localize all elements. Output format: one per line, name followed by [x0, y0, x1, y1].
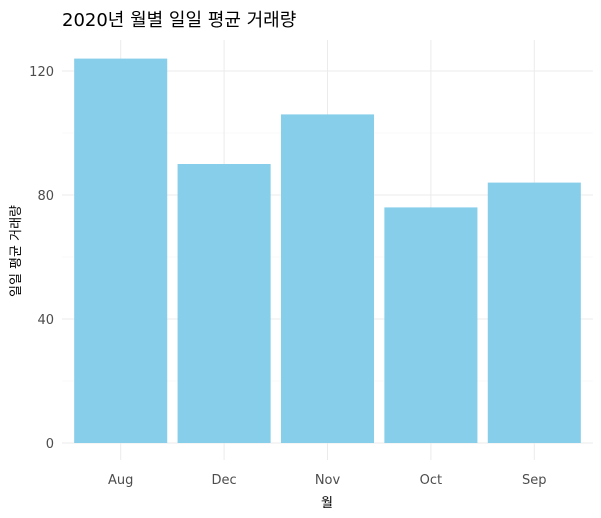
bar-sep	[487, 182, 581, 443]
bar-oct	[384, 207, 478, 443]
bar-nov	[280, 114, 375, 444]
x-tick-label: Aug	[108, 473, 133, 488]
x-tick-label: Oct	[420, 473, 442, 488]
y-tick-label: 80	[37, 189, 54, 204]
x-axis-ticks: Aug Dec Nov Oct Sep	[108, 473, 547, 488]
y-axis-ticks: 0 40 80 120	[29, 65, 54, 452]
y-axis-title: 일일 평균 거래량	[9, 205, 24, 297]
y-tick-label: 40	[37, 313, 54, 328]
x-tick-label: Dec	[212, 473, 237, 488]
x-tick-label: Sep	[522, 473, 547, 488]
bar-dec	[177, 164, 271, 443]
chart-title: 2020년 월별 일일 평균 거래량	[62, 10, 296, 31]
x-tick-label: Nov	[315, 473, 341, 488]
y-tick-label: 0	[46, 437, 54, 452]
x-axis-title: 월	[321, 496, 333, 511]
y-tick-label: 120	[29, 65, 54, 80]
bar-aug	[74, 58, 168, 443]
bars	[74, 58, 581, 444]
